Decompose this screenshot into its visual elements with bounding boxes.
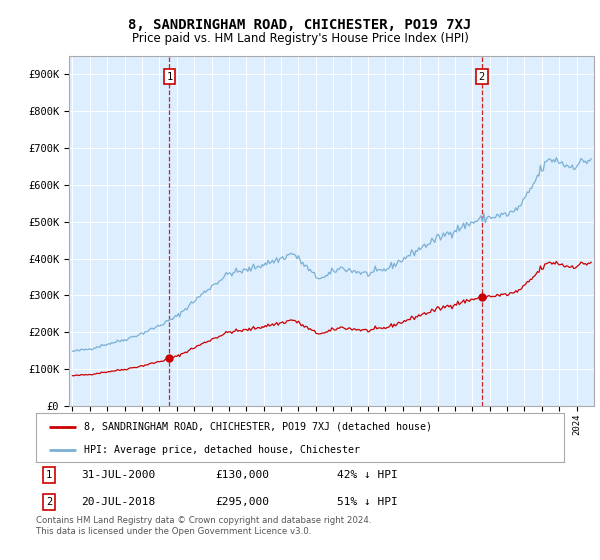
Text: 8, SANDRINGHAM ROAD, CHICHESTER, PO19 7XJ: 8, SANDRINGHAM ROAD, CHICHESTER, PO19 7X… (128, 18, 472, 32)
Text: £130,000: £130,000 (215, 470, 269, 480)
Text: Contains HM Land Registry data © Crown copyright and database right 2024.
This d: Contains HM Land Registry data © Crown c… (36, 516, 371, 536)
Text: 31-JUL-2000: 31-JUL-2000 (81, 470, 155, 480)
Text: Price paid vs. HM Land Registry's House Price Index (HPI): Price paid vs. HM Land Registry's House … (131, 32, 469, 45)
Text: 42% ↓ HPI: 42% ↓ HPI (337, 470, 398, 480)
Text: 20-JUL-2018: 20-JUL-2018 (81, 497, 155, 507)
Text: HPI: Average price, detached house, Chichester: HPI: Average price, detached house, Chic… (83, 445, 359, 455)
Text: 2: 2 (46, 497, 52, 507)
Text: £295,000: £295,000 (215, 497, 269, 507)
Text: 1: 1 (166, 72, 173, 82)
Text: 1: 1 (46, 470, 52, 480)
Text: 8, SANDRINGHAM ROAD, CHICHESTER, PO19 7XJ (detached house): 8, SANDRINGHAM ROAD, CHICHESTER, PO19 7X… (83, 422, 431, 432)
Text: 2: 2 (479, 72, 485, 82)
Text: 51% ↓ HPI: 51% ↓ HPI (337, 497, 398, 507)
